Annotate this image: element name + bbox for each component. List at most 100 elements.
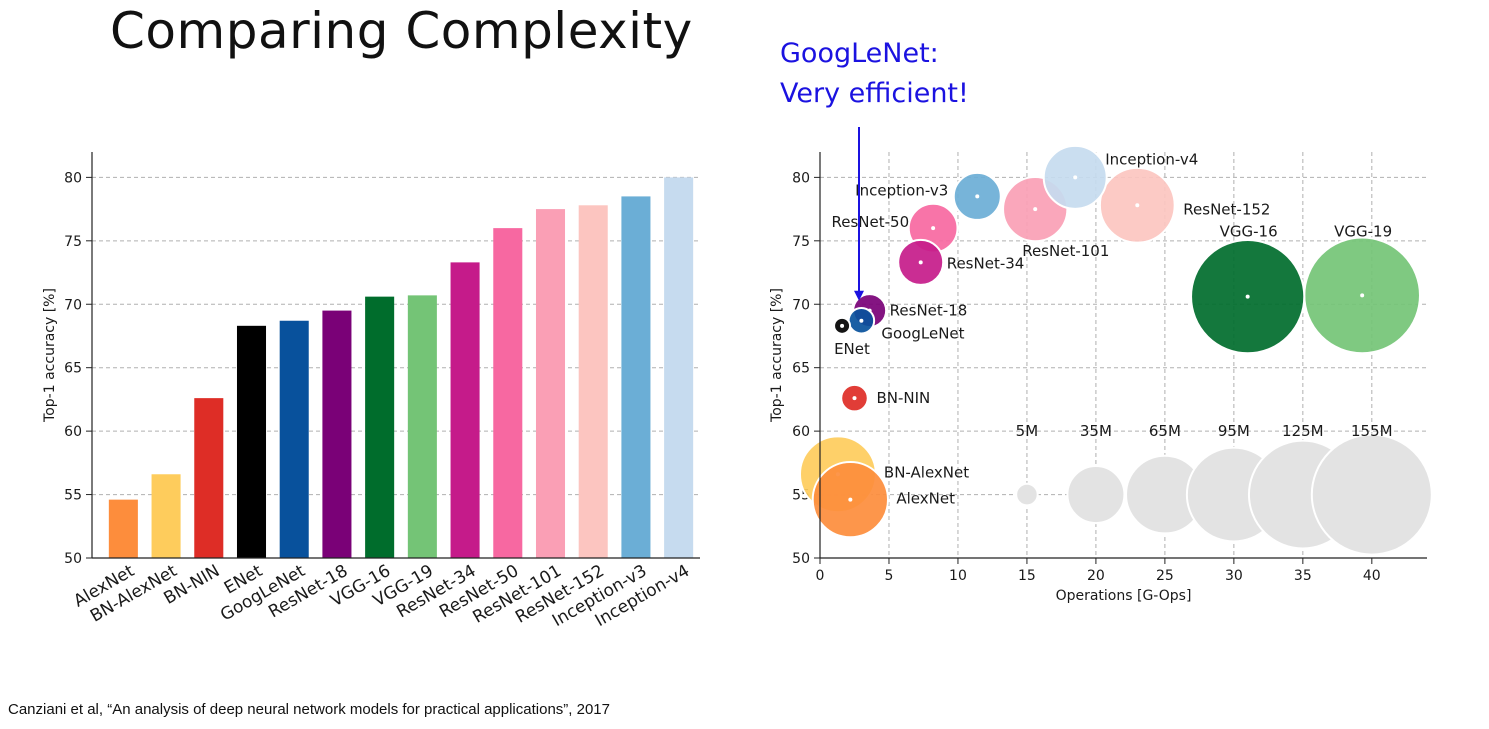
bubble-label-bn-alexnet: BN-AlexNet xyxy=(884,463,969,481)
bubble-y-axis-label: Top-1 accuracy [%] xyxy=(769,288,785,423)
bubble-x-tick-label: 40 xyxy=(1363,568,1381,584)
bubble-label-vgg-16: VGG-16 xyxy=(1220,223,1278,241)
size-legend-bubble-65m xyxy=(1125,454,1205,535)
googlenet-annotation: GoogLeNet: Very efficient! xyxy=(780,34,969,114)
bubble-x-tick-label: 15 xyxy=(1018,568,1036,584)
bubble-center-dot xyxy=(840,323,845,328)
bubble-x-tick-label: 5 xyxy=(885,568,894,584)
bubble-center-dot xyxy=(1073,175,1078,180)
bar-y-tick-label: 50 xyxy=(64,551,82,567)
bubble-x-tick-label: 25 xyxy=(1156,568,1174,584)
bubble-resnet-101 xyxy=(1002,175,1069,243)
bubble-label-inception-v4: Inception-v4 xyxy=(1105,150,1198,168)
bubble-x-tick-label: 30 xyxy=(1225,568,1243,584)
bubble-label-resnet-101: ResNet-101 xyxy=(1022,242,1109,260)
bubble-x-tick-label: 20 xyxy=(1087,568,1105,584)
bubble-resnet-50 xyxy=(907,202,959,254)
bar-googlenet xyxy=(279,320,309,558)
annotation-arrow-head xyxy=(854,290,864,301)
bar-y-tick-label: 75 xyxy=(64,234,82,250)
size-legend-bubble-125m xyxy=(1247,439,1358,550)
bubble-x-tick-label: 10 xyxy=(949,568,967,584)
bar-bn-nin xyxy=(194,398,224,558)
bar-y-tick-label: 65 xyxy=(64,361,82,377)
bar-resnet-101 xyxy=(535,209,566,558)
bar-chart: 50556065707580AlexNetBN-AlexNetBN-NINENe… xyxy=(42,152,700,631)
bubble-x-axis-label: Operations [G-Ops] xyxy=(1056,588,1192,604)
bubble-inception-v4 xyxy=(1042,144,1108,210)
bubble-x-tick-label: 0 xyxy=(816,568,825,584)
bar-enet xyxy=(236,325,267,558)
bubble-bn-alexnet xyxy=(798,435,877,514)
bar-y-tick-label: 55 xyxy=(64,488,82,504)
bubble-center-dot xyxy=(1360,293,1365,298)
citation: Canziani et al, “An analysis of deep neu… xyxy=(8,701,610,718)
size-legend-bubble-5m xyxy=(1015,482,1039,507)
size-legend-bubble-155m xyxy=(1310,433,1433,556)
bubble-center-dot xyxy=(931,226,936,231)
size-legend-bubble-35m xyxy=(1066,465,1126,525)
size-legend-label: 65M xyxy=(1149,422,1181,440)
bubble-resnet-152 xyxy=(1098,166,1176,244)
bubble-label-alexnet: AlexNet xyxy=(896,490,955,508)
bar-y-tick-label: 80 xyxy=(64,170,82,186)
bubble-y-tick-label: 75 xyxy=(792,234,810,250)
bubble-center-dot xyxy=(835,472,840,477)
bubble-label-resnet-50: ResNet-50 xyxy=(831,213,909,231)
bubble-y-tick-label: 70 xyxy=(792,297,810,313)
bubble-label-resnet-152: ResNet-152 xyxy=(1183,200,1270,218)
bar-inception-v4 xyxy=(664,177,694,558)
bar-alexnet xyxy=(108,499,138,558)
slide-title: Comparing Complexity xyxy=(110,2,693,60)
bar-resnet-50 xyxy=(493,228,523,558)
bubble-vgg-19 xyxy=(1303,236,1421,355)
bar-vgg-19 xyxy=(407,295,437,558)
bar-vgg-16 xyxy=(365,296,395,558)
bubble-y-tick-label: 60 xyxy=(792,424,810,440)
size-legend-bubble-95m xyxy=(1185,446,1282,543)
bubble-label-resnet-18: ResNet-18 xyxy=(890,302,968,320)
bubble-label-vgg-19: VGG-19 xyxy=(1334,222,1392,240)
bubble-y-tick-label: 80 xyxy=(792,170,810,186)
bubble-center-dot xyxy=(1245,294,1250,299)
size-legend-label: 125M xyxy=(1282,422,1324,440)
bubble-y-tick-label: 55 xyxy=(792,488,810,504)
bubble-googlenet xyxy=(847,306,876,335)
bubble-alexnet xyxy=(811,460,889,539)
bubble-resnet-34 xyxy=(897,238,945,286)
bar-y-tick-label: 70 xyxy=(64,297,82,313)
bubble-enet xyxy=(833,316,852,335)
bubble-center-dot xyxy=(852,396,857,401)
bubble-center-dot xyxy=(1033,207,1038,212)
bubble-center-dot xyxy=(859,318,864,323)
bar-bn-alexnet xyxy=(151,474,181,558)
bubble-center-dot xyxy=(975,194,980,199)
size-legend-label: 35M xyxy=(1080,422,1112,440)
size-legend-label: 5M xyxy=(1016,422,1039,440)
bubble-bn-nin xyxy=(840,383,869,413)
bar-y-axis-label: Top-1 accuracy [%] xyxy=(42,288,58,423)
bubble-center-dot xyxy=(1135,203,1140,208)
bubble-label-googlenet: GoogLeNet xyxy=(881,325,964,343)
bar-y-tick-label: 60 xyxy=(64,424,82,440)
bubble-y-tick-label: 50 xyxy=(792,551,810,567)
bubble-vgg-16 xyxy=(1190,239,1306,355)
bar-resnet-34 xyxy=(450,262,480,558)
bar-inception-v3 xyxy=(621,196,651,558)
size-legend-label: 155M xyxy=(1351,422,1393,440)
bubble-x-tick-label: 35 xyxy=(1294,568,1312,584)
bubble-label-inception-v3: Inception-v3 xyxy=(855,181,948,199)
bubble-label-resnet-34: ResNet-34 xyxy=(947,254,1025,272)
bubble-label-bn-nin: BN-NIN xyxy=(876,389,930,407)
bubble-y-tick-label: 65 xyxy=(792,361,810,377)
bar-resnet-18 xyxy=(322,310,352,558)
bubble-label-enet: ENet xyxy=(834,340,870,358)
annotation-line-1: GoogLeNet: xyxy=(780,38,939,69)
bubble-center-dot xyxy=(867,308,872,313)
bubble-inception-v3 xyxy=(952,171,1002,221)
annotation-line-2: Very efficient! xyxy=(780,78,969,109)
bar-resnet-152 xyxy=(578,205,608,558)
bubble-resnet-18 xyxy=(852,293,888,329)
bubble-center-dot xyxy=(918,260,923,265)
size-legend-label: 95M xyxy=(1218,422,1250,440)
